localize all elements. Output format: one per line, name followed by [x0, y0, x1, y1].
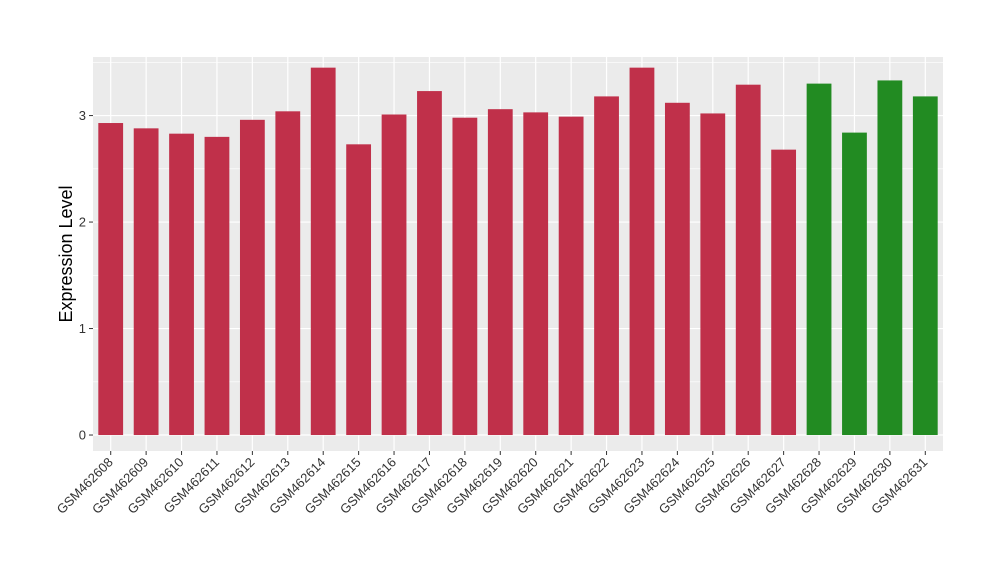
plot-panel	[93, 57, 943, 451]
bar-GSM462609	[133, 128, 159, 436]
bar-GSM462631	[912, 96, 938, 436]
y-tick-label: 2	[79, 215, 86, 230]
bar-GSM462628	[806, 83, 832, 436]
bar-GSM462614	[310, 67, 336, 436]
bar-GSM462618	[452, 117, 478, 436]
y-tick-label: 1	[79, 321, 86, 336]
bar-GSM462630	[877, 80, 903, 436]
bar-GSM462621	[558, 116, 584, 436]
bar-GSM462611	[204, 136, 230, 436]
bar-GSM462622	[594, 96, 619, 436]
x-axis: GSM462608GSM462609GSM462610GSM462611GSM4…	[54, 451, 930, 517]
bar-GSM462626	[735, 84, 761, 436]
y-tick-label: 3	[79, 108, 86, 123]
y-axis: 0 1 2 3	[79, 108, 93, 443]
bars	[98, 67, 938, 436]
bar-GSM462625	[700, 113, 726, 436]
bar-GSM462627	[771, 149, 797, 436]
bar-GSM462624	[664, 102, 690, 436]
bar-GSM462612	[239, 119, 265, 436]
bar-GSM462619	[487, 109, 513, 436]
y-tick-label: 0	[79, 428, 86, 443]
bar-GSM462615	[346, 144, 372, 436]
bar-GSM462610	[169, 133, 194, 436]
bar-GSM462620	[523, 112, 549, 436]
bar-GSM462613	[275, 111, 301, 436]
bar-GSM462608	[98, 123, 124, 436]
bar-GSM462629	[842, 132, 867, 436]
bar-GSM462617	[417, 91, 442, 436]
bar-GSM462623	[629, 67, 655, 436]
bar-GSM462616	[381, 114, 407, 436]
y-axis-title: Expression Level	[56, 185, 76, 322]
